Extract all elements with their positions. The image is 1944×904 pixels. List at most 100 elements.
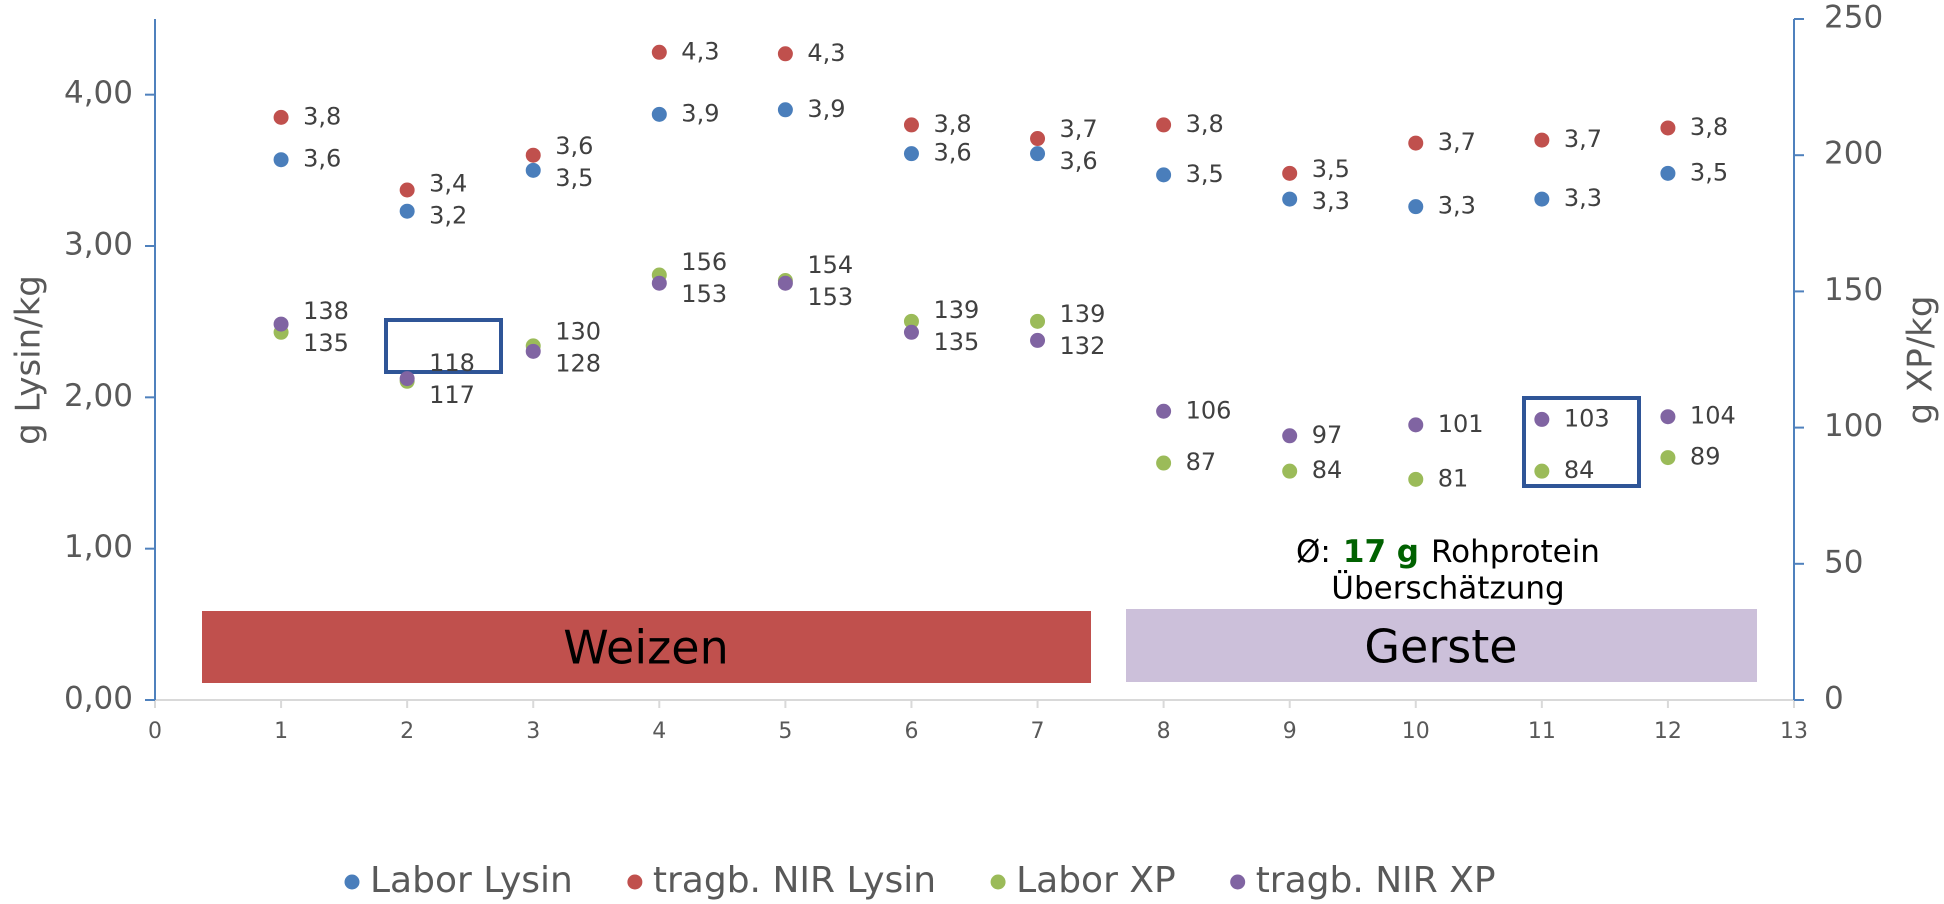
legend-label: tragb. NIR Lysin <box>653 860 936 901</box>
data-label: 135 <box>933 328 979 356</box>
point <box>1660 450 1676 466</box>
x-tick-label: 0 <box>148 719 162 744</box>
data-label: 132 <box>1060 332 1106 360</box>
data-label: 3,8 <box>1186 110 1224 138</box>
point <box>1282 165 1298 181</box>
point <box>399 371 415 387</box>
data-label: 3,9 <box>681 99 719 127</box>
point <box>651 44 667 60</box>
note-highlight: 17 g <box>1343 534 1419 570</box>
data-label: 3,8 <box>1690 113 1728 141</box>
point <box>903 324 919 340</box>
y2-axis-title: g XP/kg <box>1901 296 1941 425</box>
point <box>1282 463 1298 479</box>
legend-label: Labor XP <box>1016 860 1176 901</box>
y2-tick-label: 150 <box>1824 272 1883 308</box>
band-label: Gerste <box>1364 620 1517 674</box>
data-label: 106 <box>1186 396 1232 424</box>
point <box>651 106 667 122</box>
y-tick-label: 4,00 <box>64 75 133 111</box>
data-label: 130 <box>555 318 601 346</box>
point <box>399 182 415 198</box>
data-label: 3,5 <box>1312 155 1350 183</box>
point <box>525 343 541 359</box>
y2-tick-label: 100 <box>1824 408 1883 444</box>
data-label: 87 <box>1186 448 1217 476</box>
y-tick-label: 1,00 <box>64 529 133 565</box>
note: Ø: 17 g Rohprotein <box>1296 534 1600 570</box>
data-label: 3,6 <box>1060 147 1098 175</box>
x-tick-label: 3 <box>526 719 540 744</box>
data-label: 139 <box>933 296 979 324</box>
legend-marker <box>344 874 360 890</box>
gerste-band <box>1126 609 1757 682</box>
point <box>1534 132 1550 148</box>
x-tick-label: 9 <box>1283 719 1297 744</box>
point <box>525 147 541 163</box>
point <box>1408 135 1424 151</box>
data-label: 138 <box>303 297 349 325</box>
legend-marker <box>990 874 1006 890</box>
highlight-box <box>1522 396 1641 488</box>
note-prefix: Ø: <box>1296 534 1331 570</box>
data-label: 156 <box>681 248 727 276</box>
data-label: 3,7 <box>1438 128 1476 156</box>
data-label: 118 <box>429 349 475 377</box>
y2-tick-label: 250 <box>1824 0 1883 36</box>
data-label: 153 <box>807 283 853 311</box>
y2-tick-label: 200 <box>1824 136 1883 172</box>
x-tick-label: 2 <box>400 719 414 744</box>
point <box>1534 411 1550 427</box>
point <box>1030 332 1046 348</box>
data-label: 117 <box>429 381 475 409</box>
point <box>1408 417 1424 433</box>
data-label: 3,3 <box>1564 184 1602 212</box>
point <box>777 102 793 118</box>
data-label: 3,9 <box>807 95 845 123</box>
weizen-band <box>202 611 1091 683</box>
point <box>1156 167 1172 183</box>
point <box>273 109 289 125</box>
data-label: 97 <box>1312 421 1343 449</box>
y2-tick-label: 50 <box>1824 544 1863 580</box>
x-tick-label: 12 <box>1654 719 1682 744</box>
x-tick-label: 6 <box>904 719 918 744</box>
point <box>1282 428 1298 444</box>
data-label: 3,7 <box>1564 125 1602 153</box>
y-tick-label: 3,00 <box>64 227 133 263</box>
data-label: 3,5 <box>1186 160 1224 188</box>
data-label: 154 <box>807 251 853 279</box>
data-label: 3,7 <box>1060 115 1098 143</box>
point <box>273 152 289 168</box>
data-label: 104 <box>1690 402 1736 430</box>
point <box>1156 455 1172 471</box>
data-label: 3,8 <box>303 102 341 130</box>
data-label: 103 <box>1564 404 1610 432</box>
legend-label: Labor Lysin <box>370 860 573 901</box>
point <box>399 203 415 219</box>
point <box>903 117 919 133</box>
point <box>1534 463 1550 479</box>
data-label: 3,5 <box>555 164 593 192</box>
data-label: 101 <box>1438 410 1484 438</box>
data-label: 81 <box>1438 464 1469 492</box>
x-tick-label: 10 <box>1402 719 1430 744</box>
data-label: 84 <box>1312 456 1343 484</box>
data-label: 3,5 <box>1690 158 1728 186</box>
x-tick-label: 7 <box>1031 719 1045 744</box>
point <box>273 316 289 332</box>
data-label: 84 <box>1564 456 1595 484</box>
point <box>1660 409 1676 425</box>
point <box>1660 165 1676 181</box>
legend-marker <box>1230 874 1246 890</box>
point <box>1534 191 1550 207</box>
point <box>903 313 919 329</box>
point <box>1030 131 1046 147</box>
point <box>1408 199 1424 215</box>
data-label: 3,6 <box>555 132 593 160</box>
data-label: 153 <box>681 280 727 308</box>
data-label: 3,6 <box>303 145 341 173</box>
point <box>1156 403 1172 419</box>
y2-tick-label: 0 <box>1824 681 1844 717</box>
